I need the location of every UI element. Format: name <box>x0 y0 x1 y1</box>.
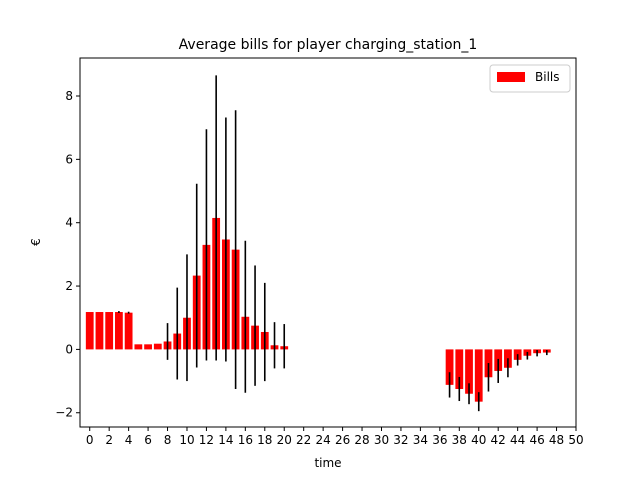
x-tick-label: 14 <box>218 433 233 447</box>
x-tick-label: 0 <box>86 433 94 447</box>
x-tick-label: 28 <box>354 433 369 447</box>
bar <box>474 349 483 402</box>
x-tick-label: 50 <box>568 433 583 447</box>
x-tick-label: 42 <box>491 433 506 447</box>
legend: Bills <box>489 64 571 93</box>
x-tick-label: 18 <box>257 433 272 447</box>
bar <box>445 349 454 385</box>
x-axis: 0 2 4 6 8 10 12 14 16 18 20 22 24 26 28 30 32 34 36 38 40 42 4… <box>86 427 584 447</box>
x-tick-label: 32 <box>393 433 408 447</box>
bar <box>95 312 104 350</box>
bar <box>115 312 123 350</box>
y-tick-label: 4 <box>65 216 73 230</box>
y-axis-label: € <box>29 238 43 246</box>
y-tick-label: 2 <box>65 279 73 293</box>
x-tick-label: 20 <box>277 433 292 447</box>
plot-frame <box>79 57 577 428</box>
x-tick-label: 36 <box>432 433 447 447</box>
x-tick-label: 12 <box>199 433 214 447</box>
error-bars-layer <box>118 75 548 412</box>
bar <box>134 344 143 350</box>
chart-title: Average bills for player charging_statio… <box>179 37 478 53</box>
bar <box>105 312 114 350</box>
bar <box>85 312 94 350</box>
legend-swatch <box>497 72 525 82</box>
bars-layer <box>85 217 551 402</box>
bar <box>124 312 133 350</box>
x-tick-label: 22 <box>296 433 311 447</box>
x-tick-label: 16 <box>238 433 253 447</box>
y-tick-label: 0 <box>65 342 73 356</box>
bar <box>144 344 152 350</box>
y-tick-label: 8 <box>65 89 73 103</box>
x-tick-label: 34 <box>413 433 428 447</box>
x-tick-label: 38 <box>452 433 467 447</box>
x-tick-label: 48 <box>549 433 564 447</box>
y-axis: −2 0 2 4 6 8 <box>55 89 80 420</box>
x-axis-label: time <box>314 456 341 470</box>
y-tick-label: −2 <box>55 406 73 420</box>
bar <box>455 349 464 389</box>
bar <box>465 349 473 394</box>
y-tick-label: 6 <box>65 152 73 166</box>
x-tick-label: 10 <box>179 433 194 447</box>
legend-box <box>489 64 571 93</box>
x-tick-label: 4 <box>125 433 133 447</box>
bar <box>153 343 162 350</box>
legend-label: Bills <box>535 70 560 84</box>
x-tick-label: 46 <box>529 433 544 447</box>
x-tick-label: 24 <box>315 433 330 447</box>
x-tick-label: 40 <box>471 433 486 447</box>
x-tick-label: 6 <box>144 433 152 447</box>
x-tick-label: 44 <box>510 433 525 447</box>
x-tick-label: 8 <box>164 433 172 447</box>
x-tick-label: 26 <box>335 433 350 447</box>
x-tick-label: 2 <box>105 433 113 447</box>
x-tick-label: 30 <box>374 433 389 447</box>
